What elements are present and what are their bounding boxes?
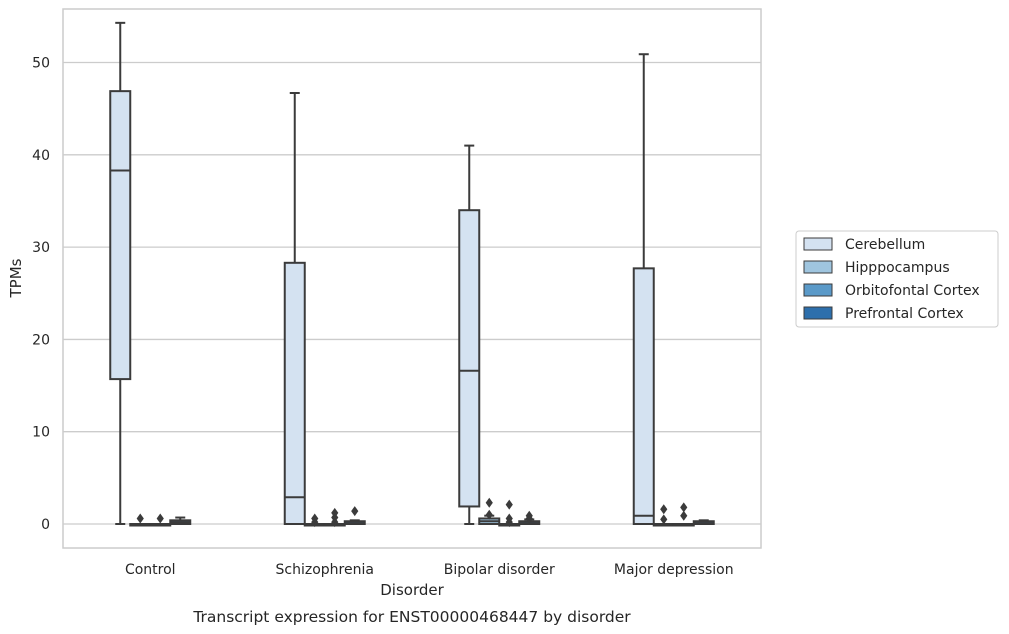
- outlier-point: [505, 499, 513, 510]
- chart-caption: Transcript expression for ENST0000046844…: [192, 608, 631, 626]
- box-prefrontal-cortex: [518, 510, 541, 526]
- outlier-point: [331, 507, 339, 518]
- y-axis-label: TPMs: [7, 258, 25, 298]
- box-prefrontal-cortex: [343, 506, 366, 526]
- box-orbitofontal-cortex: [498, 499, 521, 528]
- outlier-point: [156, 513, 164, 524]
- x-axis: Control Schizophrenia Bipolar disorder Majo…: [125, 562, 734, 578]
- y-axis: 0 10 20 30 40 50: [32, 56, 50, 533]
- box-cerebellum: [283, 91, 306, 526]
- box-hipppocampus: [478, 497, 501, 526]
- box-prefrontal-cortex: [169, 516, 192, 526]
- y-tick-label: 10: [32, 425, 50, 441]
- outlier-point: [660, 514, 668, 525]
- x-tick-label: Schizophrenia: [276, 562, 374, 578]
- outlier-point: [136, 513, 144, 524]
- outlier-point: [505, 513, 513, 524]
- box-cerebellum: [632, 53, 655, 526]
- outlier-point: [660, 504, 668, 515]
- outlier-point: [485, 497, 493, 508]
- outlier-point: [680, 510, 688, 521]
- box-body: [283, 261, 306, 526]
- legend-label: Cerebellum: [845, 237, 925, 253]
- box-body: [458, 209, 481, 508]
- legend-label: Prefrontal Cortex: [845, 306, 964, 322]
- box-prefrontal-cortex: [692, 519, 715, 526]
- y-tick-label: 30: [32, 240, 50, 256]
- outlier-point: [525, 510, 533, 521]
- box-plot-area: [109, 21, 715, 528]
- box-cerebellum: [458, 144, 481, 526]
- legend-swatch: [803, 306, 833, 320]
- y-tick-label: 20: [32, 332, 50, 348]
- plot-frame: [62, 8, 762, 549]
- box-orbitofontal-cortex: [149, 513, 172, 527]
- box-hipppocampus: [129, 513, 152, 527]
- y-tick-label: 0: [41, 517, 50, 533]
- x-axis-label: Disorder: [380, 581, 444, 599]
- box-cerebellum: [109, 21, 132, 526]
- outlier-point: [680, 502, 688, 513]
- box-hipppocampus: [303, 513, 326, 528]
- x-tick-label: Bipolar disorder: [444, 562, 555, 578]
- box-body: [109, 90, 132, 381]
- y-tick-label: 50: [32, 56, 50, 72]
- outlier-point: [311, 513, 319, 524]
- legend-label: Orbitofontal Cortex: [845, 283, 980, 299]
- box-body: [632, 267, 655, 526]
- grid: [63, 61, 761, 525]
- legend-label: Hipppocampus: [845, 260, 950, 276]
- legend: Cerebellum Hipppocampus Orbitofontal Corte…: [795, 230, 999, 328]
- x-tick-label: Control: [125, 562, 176, 578]
- legend-swatch: [803, 283, 833, 297]
- legend-swatch: [803, 260, 833, 274]
- legend-swatch: [803, 237, 833, 251]
- x-tick-label: Major depression: [614, 562, 734, 578]
- box-orbitofontal-cortex: [672, 502, 695, 527]
- outlier-point: [485, 509, 493, 520]
- outlier-point: [351, 506, 359, 517]
- box-orbitofontal-cortex: [323, 507, 346, 528]
- box-hipppocampus: [652, 504, 675, 527]
- legend-frame: [795, 230, 999, 328]
- y-tick-label: 40: [32, 148, 50, 164]
